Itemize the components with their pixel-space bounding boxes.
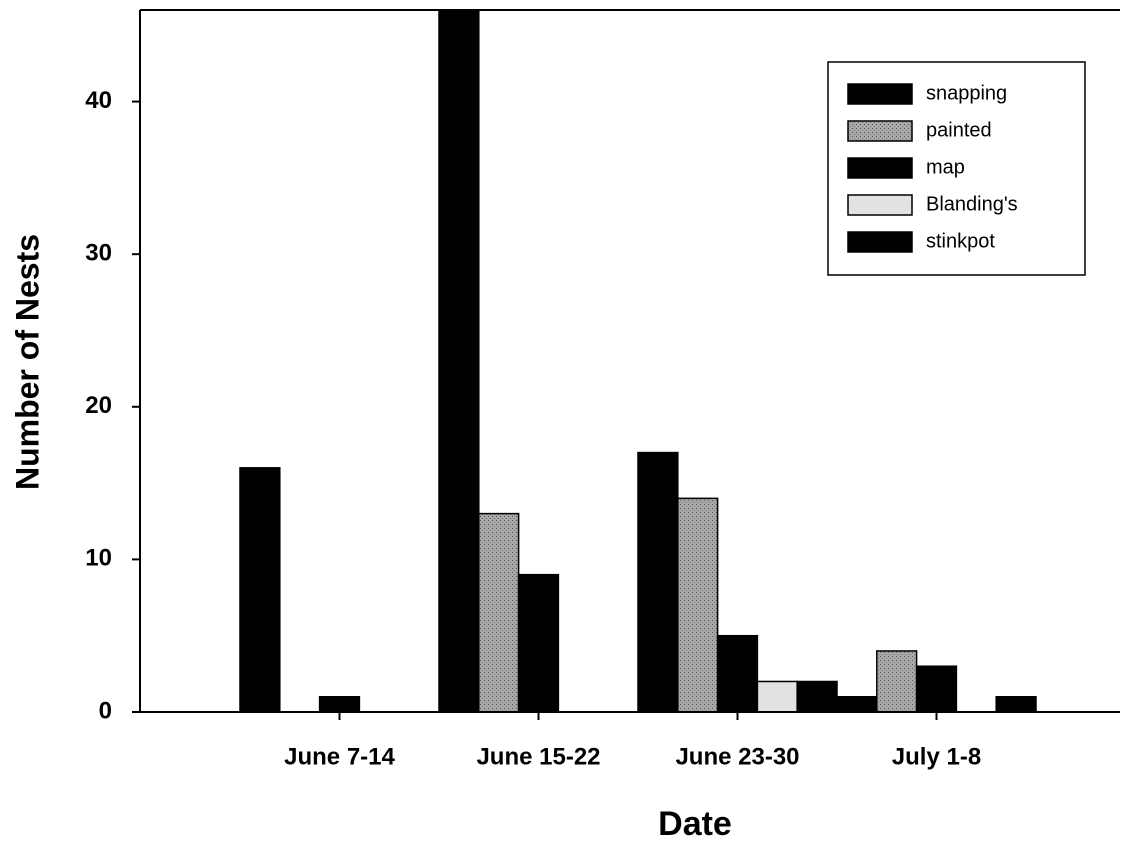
legend-swatch [847, 231, 913, 253]
y-tick-label: 30 [85, 240, 112, 267]
bar [756, 680, 798, 713]
legend-label: Blanding's [926, 193, 1018, 215]
legend-swatch [847, 194, 913, 216]
bar [796, 680, 838, 713]
y-tick-label: 0 [99, 697, 112, 724]
bar [677, 497, 719, 713]
legend-swatch [847, 120, 913, 142]
legend-swatch [847, 83, 913, 105]
y-axis-label: Number of Nests [9, 234, 45, 490]
legend-label: painted [926, 119, 992, 141]
x-tick-label: June 15-22 [476, 743, 600, 770]
bar [637, 451, 679, 713]
bar [836, 695, 878, 713]
x-tick-label: June 7-14 [284, 743, 395, 770]
bar [438, 10, 480, 713]
legend-label: map [926, 156, 965, 178]
legend-label: snapping [926, 82, 1007, 104]
bar [876, 650, 918, 713]
bar [716, 634, 759, 713]
y-tick-label: 10 [85, 545, 112, 572]
legend-label: stinkpot [926, 230, 995, 252]
bar [478, 512, 520, 713]
bar [995, 695, 1037, 713]
legend-swatch [847, 157, 913, 179]
bar [915, 665, 958, 713]
y-tick-label: 20 [85, 392, 112, 419]
bar [517, 573, 560, 713]
x-tick-label: July 1-8 [892, 743, 981, 770]
bar [239, 467, 281, 713]
x-axis-label: Date [658, 805, 732, 843]
x-tick-label: June 23-30 [675, 743, 799, 770]
bar [318, 695, 361, 713]
y-tick-label: 40 [85, 87, 112, 114]
